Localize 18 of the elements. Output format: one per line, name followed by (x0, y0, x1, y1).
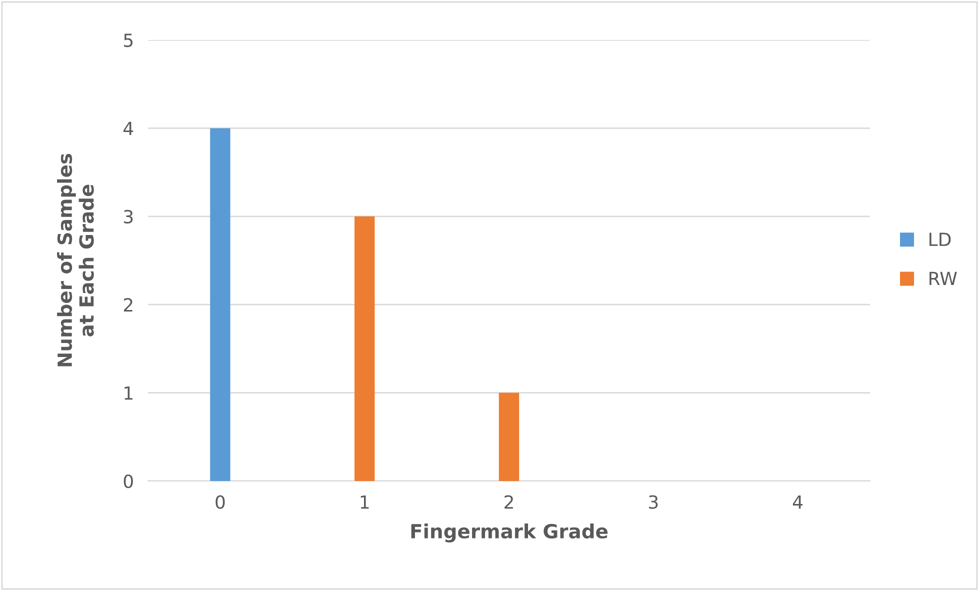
x-tick-label: 2 (504, 495, 513, 509)
bar (354, 216, 375, 481)
y-axis-title: Number of Samples at Each Grade (57, 154, 94, 366)
legend-label: LD (930, 232, 951, 246)
y-tick-label: 3 (124, 210, 133, 224)
x-tick-label: 0 (216, 495, 225, 509)
x-tick-label: 3 (649, 495, 658, 509)
y-tick-label: 1 (124, 386, 132, 400)
x-tick-label: 1 (360, 495, 369, 509)
bar (498, 392, 520, 481)
x-axis-title: Fingermark Grade (411, 523, 608, 542)
legend-label: RW (930, 272, 957, 286)
y-tick-label: 5 (124, 34, 133, 48)
x-tick-label: 4 (792, 495, 803, 509)
y-tick-label: 0 (124, 474, 133, 488)
y-tick-label: 4 (124, 122, 134, 136)
bar (210, 128, 230, 481)
y-tick-label: 2 (124, 298, 132, 312)
